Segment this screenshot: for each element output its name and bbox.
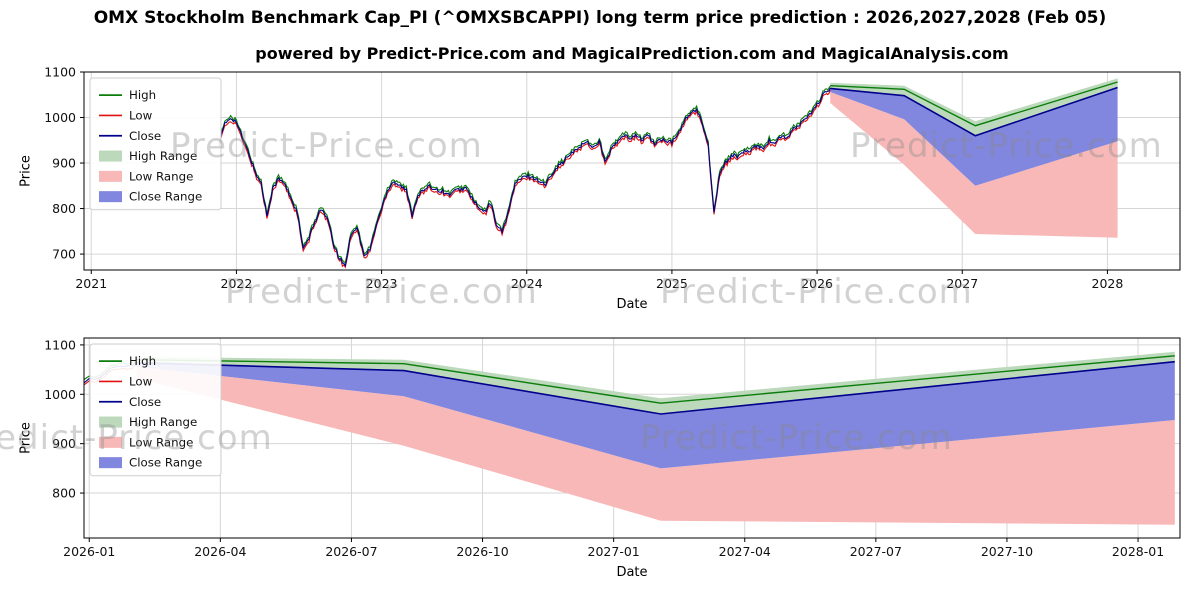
legend-label: Close Range (129, 456, 202, 470)
legend-box (89, 77, 222, 211)
x-tick-label: 2022 (221, 276, 253, 291)
plot-border (83, 71, 1181, 271)
high-prediction-line (830, 81, 1118, 127)
y-tick-label: 1000 (44, 110, 76, 125)
high-range-band (830, 78, 1118, 136)
legend-label: Close Range (129, 190, 202, 204)
legend-label: Low Range (129, 169, 193, 183)
chart-title: OMX Stockholm Benchmark Cap_PI (^OMXSBCA… (93, 8, 1107, 28)
bottom-chart: 800 900 1000 1100 2026-01 2026-04 2026-07 2026-… (44, 337, 1181, 559)
legend-patch-swatch (99, 416, 122, 428)
legend-label: High (129, 354, 156, 368)
high-line (218, 85, 831, 264)
legend: High Low Close High Range Low Range Close Ran… (89, 343, 222, 477)
x-tick-label: 2026-04 (194, 544, 246, 559)
x-tick-label: 2027-01 (588, 544, 640, 559)
legend-label: Low (129, 374, 153, 388)
bottom-chart-x-axis-label: Date (616, 565, 648, 580)
y-tick-label: 800 (52, 201, 76, 216)
legend-patch-swatch (99, 457, 122, 469)
close-prediction-line (136, 360, 1175, 415)
legend-label: High Range (129, 415, 197, 429)
x-tick-label: 2028 (1092, 276, 1124, 291)
close-prediction-line (830, 86, 1118, 137)
legend-label: Low (129, 108, 153, 122)
legend-patch-swatch (99, 170, 122, 182)
plot-border (83, 337, 1181, 539)
legend-label: Close (129, 129, 161, 143)
low-range-band (136, 366, 1175, 525)
x-tick-label: 2026-01 (63, 544, 115, 559)
chart-subtitle: powered by Predict-Price.com and Magical… (255, 44, 1009, 63)
legend-label: High (129, 88, 156, 102)
x-tick-label: 2026 (801, 276, 833, 291)
y-tick-label: 800 (52, 486, 76, 501)
x-tick-label: 2027-07 (850, 544, 902, 559)
y-tick-label: 700 (52, 247, 76, 262)
high-range-band (136, 351, 1175, 414)
x-tick-label: 2027-10 (981, 544, 1033, 559)
close-line (218, 87, 831, 268)
low-line (218, 89, 831, 269)
legend-label: Close (129, 395, 161, 409)
x-tick-label: 2021 (75, 276, 107, 291)
x-tick-label: 2027 (946, 276, 978, 291)
legend-label: High Range (129, 149, 197, 163)
y-tick-label: 900 (52, 436, 76, 451)
low-range-band (830, 92, 1118, 238)
x-tick-label: 2025 (656, 276, 688, 291)
y-tick-label: 1100 (44, 337, 76, 352)
legend-patch-swatch (99, 191, 122, 203)
legend-patch-swatch (99, 436, 122, 448)
y-tick-label: 900 (52, 156, 76, 171)
y-tick-label: 1000 (44, 387, 76, 402)
high-prediction-line (136, 355, 1175, 404)
x-tick-label: 2024 (511, 276, 543, 291)
x-tick-label: 2028-01 (1112, 544, 1164, 559)
x-tick-label: 2026-07 (325, 544, 377, 559)
top-chart-x-axis-label: Date (616, 297, 648, 312)
top-chart: 700 800 900 1000 1100 2021 2022 2023 2024 2025 202… (44, 65, 1181, 291)
top-chart-y-axis-label: Price (18, 155, 34, 187)
y-tick-label: 1100 (44, 65, 76, 80)
legend: High Low Close High Range Low Range Close Ran… (89, 77, 222, 211)
legend-patch-swatch (99, 150, 122, 162)
legend-box (89, 343, 222, 477)
legend-label: Low Range (129, 435, 193, 449)
bottom-chart-y-axis-label: Price (18, 422, 34, 454)
x-tick-label: 2026-10 (456, 544, 508, 559)
x-tick-label: 2027-04 (719, 544, 771, 559)
x-tick-label: 2023 (366, 276, 398, 291)
